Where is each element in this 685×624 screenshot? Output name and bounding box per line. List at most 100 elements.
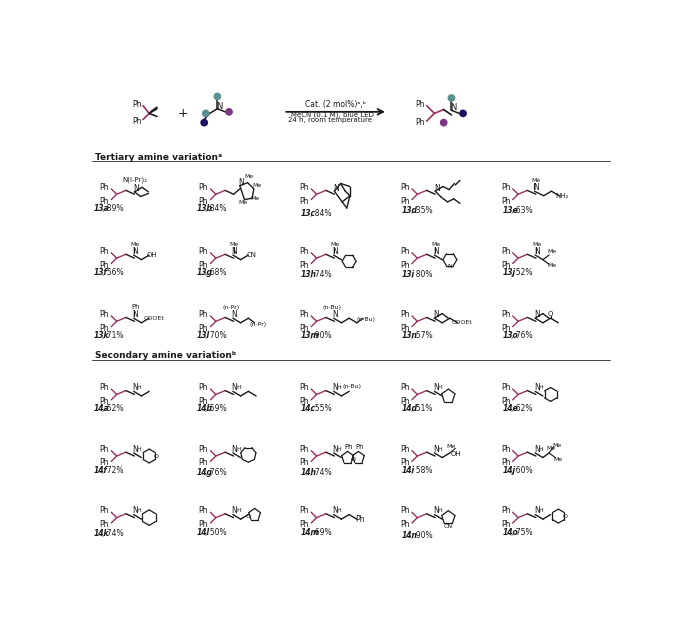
Text: Ph: Ph (501, 261, 510, 270)
Text: H: H (538, 447, 543, 452)
Text: , 56%: , 56% (102, 268, 124, 277)
Text: N: N (433, 310, 439, 319)
Text: , 84%: , 84% (310, 209, 332, 218)
Text: 13a: 13a (93, 204, 109, 213)
Text: Ph: Ph (299, 459, 309, 467)
Text: Ph: Ph (299, 520, 309, 529)
Text: Ph: Ph (199, 506, 208, 515)
Text: Ph: Ph (501, 444, 510, 454)
Text: N: N (450, 103, 456, 112)
Text: , 69%: , 69% (310, 527, 332, 537)
Text: Ph: Ph (400, 183, 410, 192)
Text: H: H (438, 508, 443, 513)
Text: H: H (538, 508, 543, 513)
Circle shape (225, 108, 233, 115)
Text: N: N (232, 506, 237, 515)
Text: , 60%: , 60% (512, 466, 533, 475)
Text: 13j: 13j (503, 268, 516, 277)
Text: +: + (177, 107, 188, 120)
Text: 13e: 13e (503, 207, 518, 215)
Text: Me: Me (131, 241, 140, 246)
Text: , 70%: , 70% (206, 331, 227, 340)
Text: N: N (133, 183, 139, 193)
Circle shape (447, 94, 456, 102)
Text: Me: Me (532, 178, 540, 183)
Text: Ph: Ph (400, 520, 410, 529)
Text: H: H (137, 447, 142, 452)
Text: Ph: Ph (132, 117, 142, 125)
Text: Ph: Ph (99, 383, 109, 392)
Text: Ph: Ph (99, 506, 109, 515)
Text: N: N (534, 506, 540, 515)
Text: , 59%: , 59% (206, 404, 227, 413)
Text: , 75%: , 75% (512, 527, 533, 537)
Text: 13m: 13m (301, 331, 320, 340)
Text: Ph: Ph (501, 197, 510, 206)
Text: Secondary amine variationᵇ: Secondary amine variationᵇ (95, 351, 236, 361)
Text: Ph: Ph (416, 118, 425, 127)
Text: , 71%: , 71% (102, 331, 124, 340)
Text: (n-Pr): (n-Pr) (249, 322, 266, 327)
Text: Ph: Ph (299, 310, 309, 319)
Text: Ph: Ph (345, 444, 353, 450)
Text: H: H (538, 385, 543, 390)
Text: OH: OH (451, 452, 462, 457)
Text: 14j: 14j (503, 466, 516, 475)
Text: Ph: Ph (400, 397, 410, 406)
Text: N: N (332, 246, 338, 256)
Text: , 62%: , 62% (512, 404, 533, 413)
Text: Ph: Ph (199, 459, 208, 467)
Text: N: N (434, 183, 440, 193)
Text: Me: Me (245, 174, 253, 179)
Text: MeCN (0.1 M), blue LED: MeCN (0.1 M), blue LED (290, 112, 373, 118)
Text: 13h: 13h (301, 270, 317, 279)
Text: Ph: Ph (199, 383, 208, 392)
Text: Me: Me (447, 444, 456, 449)
Text: N: N (447, 264, 452, 269)
Circle shape (440, 119, 447, 127)
Text: CN: CN (444, 524, 453, 529)
Text: Ph: Ph (400, 383, 410, 392)
Text: Me: Me (553, 457, 563, 462)
Text: , 80%: , 80% (411, 270, 432, 279)
Text: , 63%: , 63% (512, 207, 533, 215)
Text: 24 h, room temperature: 24 h, room temperature (288, 117, 372, 124)
Text: COOEt: COOEt (143, 316, 164, 321)
Text: 14k: 14k (93, 529, 109, 538)
Text: , 55%: , 55% (310, 404, 332, 413)
Text: N: N (433, 246, 439, 256)
Text: Ph: Ph (199, 444, 208, 454)
Text: 13l: 13l (197, 331, 210, 340)
Text: , 90%: , 90% (310, 331, 332, 340)
Text: Ph: Ph (99, 444, 109, 454)
Text: Me: Me (547, 250, 557, 255)
Text: , 74%: , 74% (310, 270, 332, 279)
Text: N: N (238, 178, 245, 187)
Text: NH₂: NH₂ (556, 193, 569, 199)
Text: Ph: Ph (99, 183, 109, 192)
Text: H: H (336, 447, 341, 452)
Text: , 58%: , 58% (411, 466, 432, 475)
Text: Ph: Ph (199, 197, 208, 206)
Text: Me: Me (331, 241, 340, 246)
Text: N(i-Pr)₂: N(i-Pr)₂ (123, 177, 148, 183)
Text: H: H (137, 385, 142, 390)
Text: N: N (533, 183, 539, 192)
Text: O: O (153, 454, 159, 459)
Text: , 72%: , 72% (102, 466, 124, 475)
Text: N: N (433, 444, 439, 454)
Text: O: O (563, 514, 568, 519)
Text: Ph: Ph (501, 383, 510, 392)
Text: Ph: Ph (400, 261, 410, 270)
Text: Ph: Ph (356, 444, 364, 450)
Text: , 89%: , 89% (102, 204, 124, 213)
Text: Me: Me (251, 195, 260, 200)
Text: , 50%: , 50% (206, 527, 227, 537)
Text: CN: CN (247, 252, 256, 258)
Text: Me: Me (552, 443, 562, 448)
Text: N: N (332, 506, 338, 515)
Text: 13d: 13d (402, 207, 418, 215)
Text: N: N (232, 383, 237, 392)
Text: N: N (332, 383, 338, 392)
Text: O: O (246, 514, 251, 519)
